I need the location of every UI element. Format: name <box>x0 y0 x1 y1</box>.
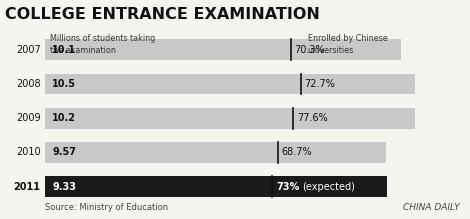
Text: 72.7%: 72.7% <box>305 79 335 89</box>
Text: 2009: 2009 <box>16 113 40 123</box>
Text: 73%: 73% <box>276 182 299 192</box>
Text: Source: Ministry of Education: Source: Ministry of Education <box>45 203 168 212</box>
Text: COLLEGE ENTRANCE EXAMINATION: COLLEGE ENTRANCE EXAMINATION <box>5 7 320 22</box>
Text: 9.57: 9.57 <box>52 147 76 157</box>
FancyBboxPatch shape <box>45 74 301 94</box>
Text: 2008: 2008 <box>16 79 40 89</box>
Text: 2010: 2010 <box>16 147 40 157</box>
FancyBboxPatch shape <box>278 142 386 163</box>
Text: 10.1: 10.1 <box>52 45 76 55</box>
Text: 9.33: 9.33 <box>52 182 76 192</box>
Text: 10.5: 10.5 <box>52 79 76 89</box>
FancyBboxPatch shape <box>45 108 293 129</box>
FancyBboxPatch shape <box>301 74 415 94</box>
FancyBboxPatch shape <box>293 108 415 129</box>
Text: 10.2: 10.2 <box>52 113 76 123</box>
FancyBboxPatch shape <box>272 177 387 197</box>
Text: 70.3%: 70.3% <box>295 45 325 55</box>
Text: Millions of students taking
the examination: Millions of students taking the examinat… <box>50 34 155 55</box>
FancyBboxPatch shape <box>291 39 401 60</box>
Text: 68.7%: 68.7% <box>282 147 313 157</box>
Text: 2007: 2007 <box>16 45 40 55</box>
Text: CHINA DAILY: CHINA DAILY <box>403 203 460 212</box>
FancyBboxPatch shape <box>45 39 291 60</box>
Text: 77.6%: 77.6% <box>297 113 328 123</box>
FancyBboxPatch shape <box>45 177 272 197</box>
Text: Enrolled by Chinese
universities: Enrolled by Chinese universities <box>308 34 387 55</box>
Text: (expected): (expected) <box>302 182 354 192</box>
Text: 2011: 2011 <box>14 182 40 192</box>
FancyBboxPatch shape <box>45 142 278 163</box>
